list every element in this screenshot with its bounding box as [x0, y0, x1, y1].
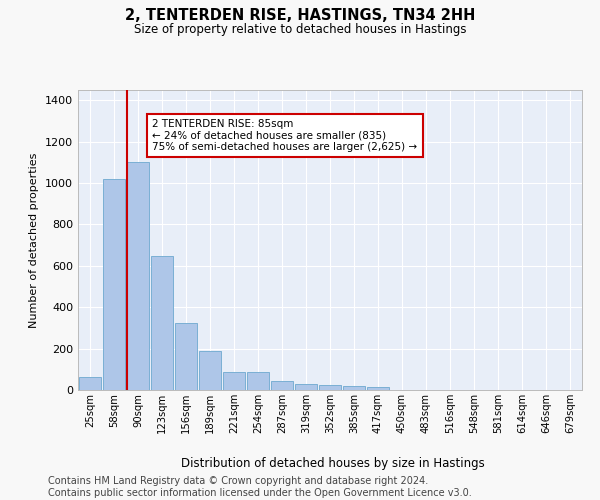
Text: Distribution of detached houses by size in Hastings: Distribution of detached houses by size … — [181, 458, 485, 470]
Bar — [223, 372, 245, 390]
Y-axis label: Number of detached properties: Number of detached properties — [29, 152, 40, 328]
Bar — [79, 376, 101, 390]
Bar — [343, 386, 365, 390]
Bar — [319, 385, 341, 390]
Bar — [175, 323, 197, 390]
Text: Size of property relative to detached houses in Hastings: Size of property relative to detached ho… — [134, 22, 466, 36]
Text: 2, TENTERDEN RISE, HASTINGS, TN34 2HH: 2, TENTERDEN RISE, HASTINGS, TN34 2HH — [125, 8, 475, 22]
Text: 2 TENTERDEN RISE: 85sqm
← 24% of detached houses are smaller (835)
75% of semi-d: 2 TENTERDEN RISE: 85sqm ← 24% of detache… — [152, 119, 418, 152]
Text: Contains HM Land Registry data © Crown copyright and database right 2024.
Contai: Contains HM Land Registry data © Crown c… — [48, 476, 472, 498]
Bar — [247, 372, 269, 390]
Bar — [271, 380, 293, 390]
Bar — [103, 179, 125, 390]
Bar — [151, 256, 173, 390]
Bar — [367, 387, 389, 390]
Bar — [295, 384, 317, 390]
Bar — [127, 162, 149, 390]
Bar — [199, 351, 221, 390]
